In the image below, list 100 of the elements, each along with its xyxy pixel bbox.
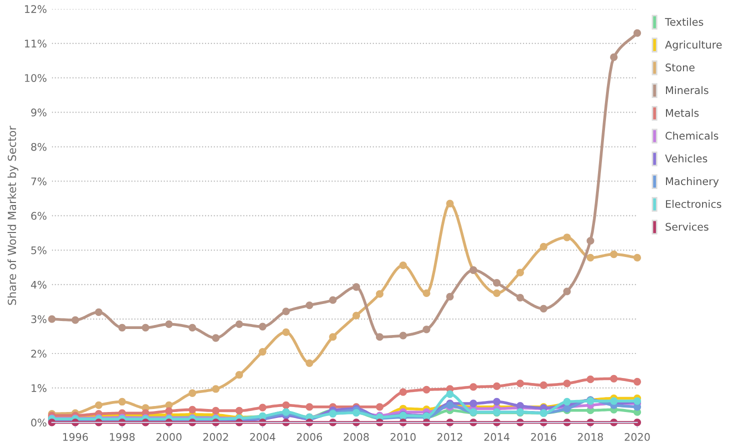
point (492, 398, 501, 406)
point (118, 324, 126, 332)
point (71, 316, 80, 324)
legend-label: Metals (666, 108, 699, 117)
y-tick-label: 7% (31, 177, 46, 186)
x-tick-label: 2000 (156, 433, 182, 441)
point (540, 381, 548, 390)
y-tick-label: 12% (25, 5, 46, 14)
x-tick-label: 2010 (390, 433, 416, 441)
point (492, 279, 501, 287)
x-tick-label: 2008 (344, 433, 369, 441)
x-tick-label: 2004 (250, 433, 276, 441)
y-tick-label: 1% (32, 384, 46, 392)
legend-label: Vehicles (665, 154, 708, 162)
point (352, 312, 360, 320)
point (48, 315, 56, 323)
y-tick-label: 8% (31, 142, 46, 151)
point (376, 333, 384, 341)
point (470, 400, 478, 408)
x-tick-label: 1998 (110, 433, 135, 441)
x-tick-label: 1996 (63, 433, 88, 441)
point (633, 254, 642, 262)
y-tick-label: 0% (31, 418, 46, 427)
point (306, 359, 314, 367)
point (563, 380, 571, 388)
point (399, 261, 407, 270)
point (610, 397, 618, 405)
point (446, 292, 454, 300)
point (586, 237, 594, 245)
point (610, 53, 618, 61)
point (142, 324, 150, 332)
point (540, 242, 548, 251)
x-tick-label: 2006 (296, 433, 322, 441)
legend-label: Textiles (664, 18, 704, 26)
point (212, 334, 220, 342)
point (422, 289, 430, 298)
point (188, 324, 196, 332)
point (329, 333, 337, 341)
point (516, 294, 524, 302)
point (563, 234, 571, 242)
point (118, 398, 126, 406)
x-tick-label: 2014 (484, 433, 510, 441)
point (188, 389, 196, 397)
point (235, 406, 244, 415)
point (633, 29, 642, 37)
point (540, 304, 548, 313)
point (188, 406, 196, 414)
point (470, 383, 478, 391)
y-tick-label: 4% (30, 280, 46, 289)
point (94, 401, 103, 410)
point (516, 268, 524, 276)
point (165, 407, 173, 415)
point (446, 390, 454, 398)
point (376, 403, 384, 411)
legend-label: Agriculture (665, 40, 722, 51)
point (563, 288, 571, 296)
point (306, 301, 314, 310)
point (282, 308, 290, 316)
x-tick-label: 2018 (578, 433, 603, 441)
point (516, 380, 524, 388)
point (282, 328, 290, 336)
y-tick-label: 11% (25, 40, 46, 48)
point (258, 348, 266, 356)
x-tick-label: 2012 (437, 433, 462, 441)
point (610, 374, 618, 382)
point (258, 322, 266, 330)
legend-label: Chemicals (666, 132, 718, 140)
y-tick-label: 5% (31, 246, 46, 254)
point (586, 254, 594, 262)
point (329, 296, 337, 304)
y-tick-label: 6% (31, 212, 46, 220)
point (422, 386, 430, 394)
point (492, 289, 501, 298)
point (376, 290, 384, 298)
point (235, 371, 244, 379)
legend-label: Stone (666, 63, 695, 72)
legend-label: Machinery (666, 177, 719, 188)
y-tick-label: 9% (31, 108, 46, 116)
point (399, 332, 407, 340)
point (492, 382, 501, 390)
point (258, 404, 266, 412)
point (633, 378, 642, 386)
point (586, 376, 594, 384)
y-axis-title: Share of World Market by Sector (8, 126, 18, 305)
y-tick-label: 10% (25, 74, 46, 82)
point (352, 283, 360, 291)
point (422, 326, 430, 334)
point (446, 200, 454, 208)
point (94, 308, 103, 316)
point (282, 401, 290, 410)
y-tick-label: 3% (31, 315, 46, 324)
legend-label: Electronics (666, 200, 722, 208)
legend-label: Services (666, 222, 708, 231)
point (235, 320, 244, 328)
point (306, 403, 314, 411)
y-tick-label: 2% (31, 350, 46, 358)
point (399, 388, 407, 396)
legend-label: Minerals (666, 86, 708, 94)
point (610, 250, 618, 258)
point (212, 406, 220, 415)
